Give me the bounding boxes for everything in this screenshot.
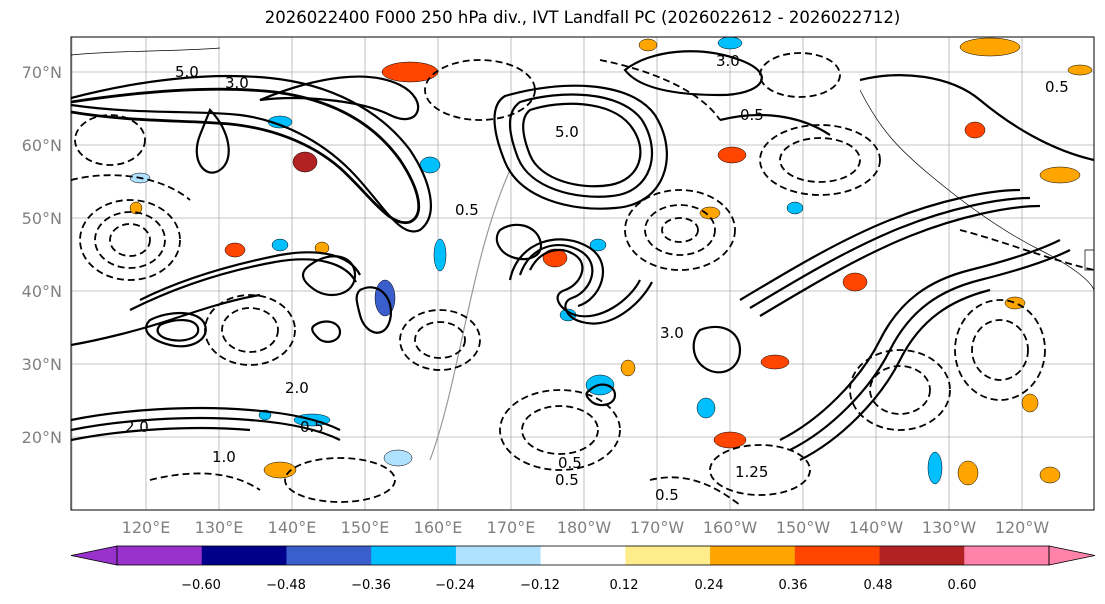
colorbar-tick-label: −0.12 xyxy=(520,578,560,593)
colorbar-tick-label: 0.60 xyxy=(948,578,977,593)
contour-label: 3.0 xyxy=(716,52,740,70)
lon-label: 180°W xyxy=(557,518,612,537)
lon-label: 120°W xyxy=(995,518,1050,537)
colorbar xyxy=(70,545,1096,566)
map-plot-area: 5.0 3.0 5.0 3.0 0.5 0.5 0.5 2.0 1.0 0.5 … xyxy=(70,36,1095,511)
contour-label: 2.0 xyxy=(125,418,149,436)
contour-label: 5.0 xyxy=(175,63,199,81)
colorbar-tick-label: 0.24 xyxy=(695,578,724,593)
dashed-contours xyxy=(71,52,1094,506)
lon-label: 130°E xyxy=(195,518,244,537)
colorbar-tick-label: −0.36 xyxy=(351,578,391,593)
colorbar-segment xyxy=(879,546,965,565)
lon-label: 140°E xyxy=(268,518,317,537)
map-title: 2026022400 F000 250 hPa div., IVT Landfa… xyxy=(264,8,901,27)
colorbar-tick-label: −0.24 xyxy=(435,578,475,593)
contour-label-group: 5.0 3.0 5.0 3.0 0.5 0.5 0.5 2.0 1.0 0.5 … xyxy=(125,52,1069,504)
divergence-fill xyxy=(129,37,1093,486)
colorbar-tick-label: −0.60 xyxy=(181,578,221,593)
contour-label: 0.5 xyxy=(555,471,579,489)
longitude-labels: 120°E 130°E 140°E 150°E 160°E 170°E 180°… xyxy=(122,518,1050,537)
contour-label: 1.0 xyxy=(212,448,236,466)
colorbar-tick-label: 0.48 xyxy=(864,578,893,593)
colorbar-segment xyxy=(964,546,1050,565)
lat-label: 20°N xyxy=(22,428,62,447)
lat-label: 30°N xyxy=(22,355,62,374)
contour-label: 1.25 xyxy=(735,463,768,481)
colorbar-extend-min xyxy=(70,545,118,566)
lat-label: 70°N xyxy=(22,63,62,82)
latitude-labels: 70°N 60°N 50°N 40°N 30°N 20°N xyxy=(22,63,62,447)
colorbar-segment xyxy=(794,546,881,565)
colorbar-segment xyxy=(286,546,372,565)
lon-label: 160°W xyxy=(703,518,758,537)
lat-label: 60°N xyxy=(22,136,62,155)
contour-label: 2.0 xyxy=(285,379,309,397)
contour-label: 5.0 xyxy=(555,123,579,141)
colorbar-segment xyxy=(710,546,796,565)
colorbar-segment xyxy=(540,546,626,565)
lon-label: 140°W xyxy=(849,518,904,537)
colorbar-extend-max xyxy=(1048,545,1096,566)
lat-label: 40°N xyxy=(22,282,62,301)
colorbar-segment xyxy=(455,546,542,565)
lon-label: 170°W xyxy=(630,518,685,537)
contour-label: 0.5 xyxy=(655,486,679,504)
coastlines xyxy=(71,47,1094,291)
lon-label: 150°E xyxy=(341,518,390,537)
lon-label: 130°W xyxy=(922,518,977,537)
lat-label: 50°N xyxy=(22,209,62,228)
colorbar-tick-label: 0.12 xyxy=(610,578,639,593)
lon-label: 170°E xyxy=(487,518,536,537)
contour-label: 0.5 xyxy=(740,106,764,124)
contour-label: 3.0 xyxy=(225,74,249,92)
contour-label: 3.0 xyxy=(660,324,684,342)
colorbar-outline xyxy=(116,545,1050,566)
contour-label: 0.5 xyxy=(558,454,582,472)
colorbar-segment xyxy=(625,546,711,565)
contour-label: 0.5 xyxy=(1045,78,1069,96)
contour-label: 0.5 xyxy=(455,201,479,219)
colorbar-ticks: −0.60 −0.48 −0.36 −0.24 −0.12 0.12 0.24 … xyxy=(181,578,976,593)
lon-label: 150°W xyxy=(776,518,831,537)
colorbar-segment xyxy=(201,546,287,565)
lon-label: 120°E xyxy=(122,518,171,537)
colorbar-tick-label: 0.36 xyxy=(779,578,808,593)
colorbar-tick-label: −0.48 xyxy=(266,578,306,593)
solid-contours xyxy=(71,50,1094,461)
colorbar-segment xyxy=(371,546,457,565)
colorbar-segment xyxy=(117,546,203,565)
contour-label: 0.5 xyxy=(300,418,324,436)
lon-label: 160°E xyxy=(414,518,463,537)
